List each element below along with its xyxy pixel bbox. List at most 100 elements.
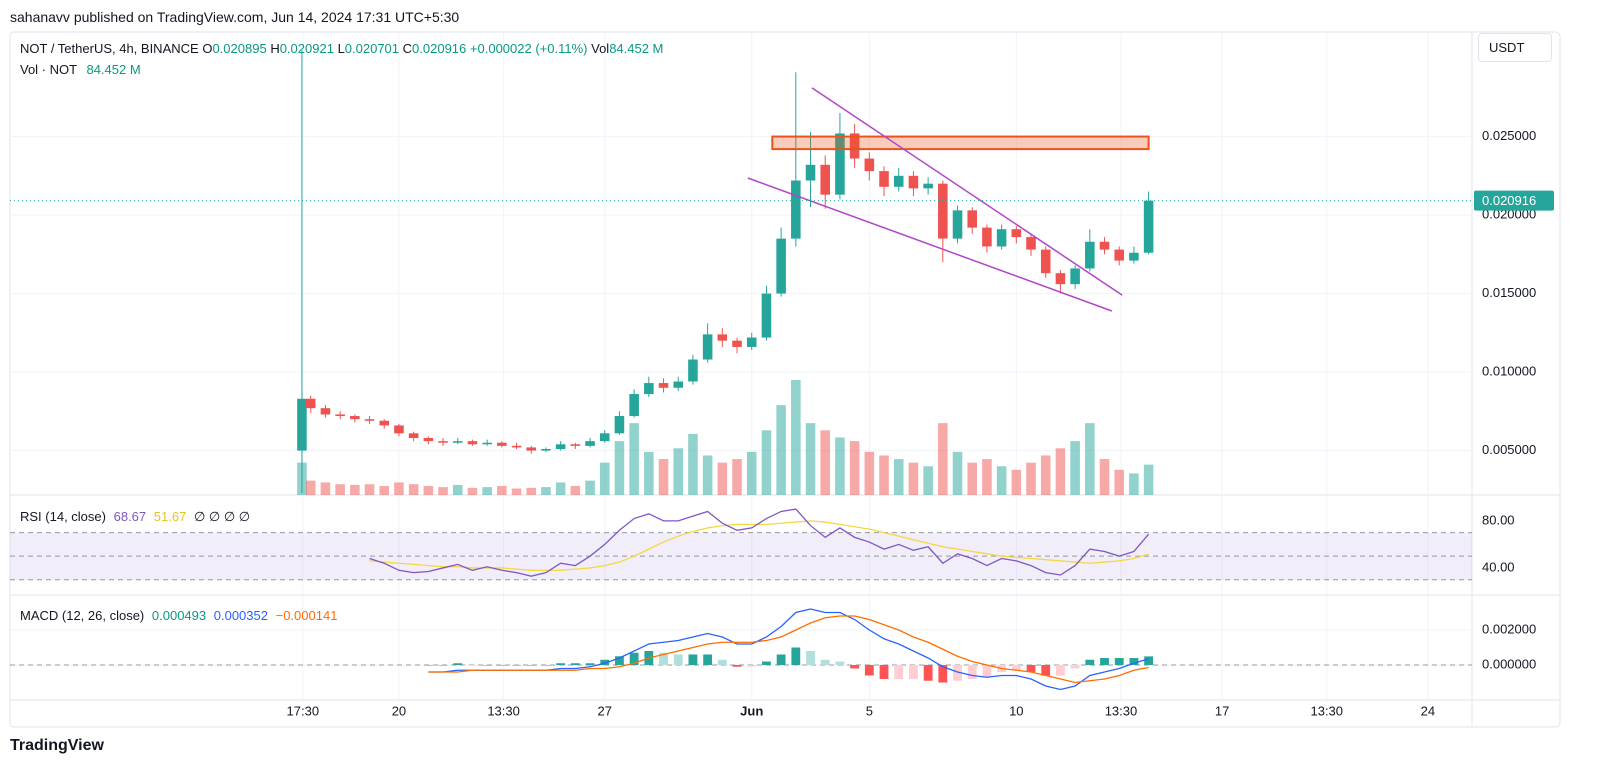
candle-body <box>585 441 595 446</box>
candle-body <box>526 447 537 451</box>
volume-bar <box>1011 469 1022 495</box>
histogram-bar <box>1144 656 1154 665</box>
vol-label: Vol <box>591 41 610 56</box>
candle-body <box>776 238 786 294</box>
histogram-bar <box>762 661 771 665</box>
candle-body <box>688 359 698 382</box>
candle-body <box>305 398 316 409</box>
x-tick-label: 13:30 <box>487 703 520 718</box>
volume-bar <box>335 484 345 495</box>
x-tick-label: 17:30 <box>287 703 320 718</box>
volume-bar <box>746 451 757 495</box>
h-value: 0.020921 <box>279 41 334 56</box>
volume-bar <box>952 451 963 495</box>
candle-body <box>791 180 801 239</box>
histogram-bar <box>1026 665 1036 672</box>
histogram-bar <box>556 663 566 665</box>
volume-bar <box>923 466 933 495</box>
x-tick-label: 17 <box>1215 703 1229 718</box>
volume-bar <box>570 486 581 495</box>
histogram-bar <box>453 663 463 665</box>
volume-bar <box>967 462 977 495</box>
histogram-bar <box>497 665 507 666</box>
y-tick-label: 0.000000 <box>1482 656 1536 671</box>
volume-bar <box>893 459 904 495</box>
histogram-bar <box>1114 658 1124 665</box>
volume-bar <box>438 487 448 495</box>
volume-bar <box>482 487 492 495</box>
candle-body <box>938 183 948 239</box>
histogram-bar <box>776 654 786 665</box>
candle-body <box>893 175 904 187</box>
histogram-bar <box>673 654 683 665</box>
signal-value: −0.000141 <box>275 608 338 623</box>
volume-bar <box>497 486 507 495</box>
candle-body <box>511 445 522 448</box>
candle-body <box>394 425 404 434</box>
histogram-bar <box>820 659 830 665</box>
change: +0.000022 (+0.11%) <box>469 41 588 56</box>
x-tick-label: 13:30 <box>1105 703 1138 718</box>
volume-bar <box>1143 464 1154 495</box>
histogram-bar <box>482 665 492 666</box>
y-tick-label: 0.025000 <box>1482 128 1536 143</box>
candle-body <box>555 444 566 449</box>
candle-body <box>297 398 307 451</box>
histogram-bar <box>864 665 874 676</box>
c-value: 0.020916 <box>412 41 467 56</box>
volume-bar <box>1055 448 1066 495</box>
volume-bar <box>1114 469 1124 495</box>
candle-body <box>1070 268 1080 285</box>
volume-legend: Vol · NOT 84.452 M <box>20 62 141 77</box>
candle-body <box>644 383 654 395</box>
currency-button[interactable]: USDT <box>1478 33 1552 62</box>
volume-bar <box>658 459 669 495</box>
x-tick-label: 10 <box>1009 703 1023 718</box>
candle-body <box>1085 241 1095 269</box>
histogram-bar <box>1056 665 1065 676</box>
histogram-bar <box>438 665 448 666</box>
histogram-bar <box>894 665 904 679</box>
macd-title: MACD (12, 26, close) <box>20 608 145 623</box>
histogram-bar <box>526 665 536 666</box>
candle-body <box>1129 252 1139 261</box>
volume-bar <box>1040 455 1051 495</box>
indicator-line <box>369 508 1150 577</box>
volume-bar <box>864 451 875 495</box>
candle-body <box>1099 241 1110 250</box>
volume-bar <box>599 462 610 495</box>
volume-bar <box>320 482 331 495</box>
volume-bar <box>511 488 522 495</box>
histogram-bar <box>541 665 551 666</box>
candle-body <box>364 419 375 421</box>
candle-body <box>541 448 551 451</box>
volume-bar <box>467 487 478 495</box>
y-tick-label: 0.010000 <box>1482 364 1536 379</box>
histogram-bar <box>1129 658 1139 665</box>
candle-body <box>967 210 977 228</box>
wedge-line <box>811 87 1123 296</box>
histogram-bar <box>688 654 698 665</box>
candle-body <box>864 158 875 172</box>
volume-bar <box>982 459 992 495</box>
l-value: 0.020701 <box>344 41 400 56</box>
candle-body <box>335 414 345 417</box>
vol-value: 84.452 M <box>609 41 664 56</box>
hist-value: 0.000493 <box>151 608 207 623</box>
x-tick-label: 27 <box>598 703 612 718</box>
histogram-bar <box>1085 659 1095 665</box>
candle-body <box>761 293 772 338</box>
candle-body <box>1040 249 1051 274</box>
candle-body <box>1011 229 1022 238</box>
volume-bar <box>408 484 419 495</box>
y-tick-label: 40.00 <box>1482 559 1515 574</box>
volume-bar <box>673 448 684 495</box>
candle-body <box>820 164 831 195</box>
candle-body <box>629 394 639 417</box>
volume-bar <box>820 430 831 495</box>
histogram-bar <box>629 652 639 665</box>
volume-bar <box>541 487 551 495</box>
volume-bar <box>1085 423 1095 495</box>
candle-body <box>320 408 331 415</box>
